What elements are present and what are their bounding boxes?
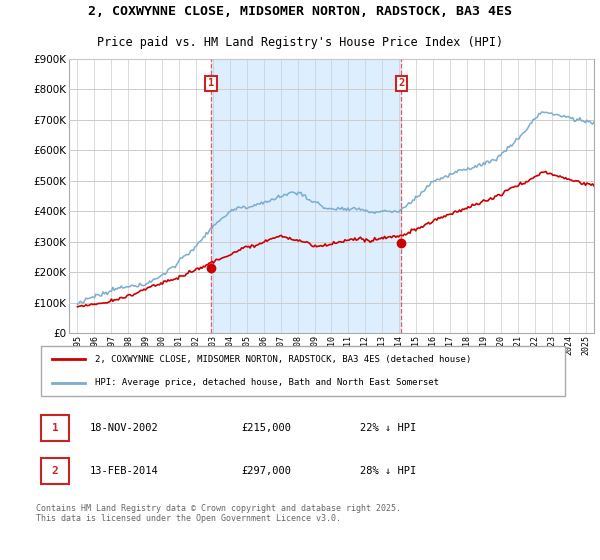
Text: 13-FEB-2014: 13-FEB-2014 [90, 466, 159, 476]
Text: 1: 1 [208, 78, 214, 88]
FancyBboxPatch shape [41, 414, 69, 441]
Text: 28% ↓ HPI: 28% ↓ HPI [360, 466, 416, 476]
Text: 2, COXWYNNE CLOSE, MIDSOMER NORTON, RADSTOCK, BA3 4ES: 2, COXWYNNE CLOSE, MIDSOMER NORTON, RADS… [88, 4, 512, 18]
Text: 2: 2 [52, 466, 58, 476]
Text: HPI: Average price, detached house, Bath and North East Somerset: HPI: Average price, detached house, Bath… [95, 378, 439, 387]
Text: 2, COXWYNNE CLOSE, MIDSOMER NORTON, RADSTOCK, BA3 4ES (detached house): 2, COXWYNNE CLOSE, MIDSOMER NORTON, RADS… [95, 355, 472, 364]
Text: 1: 1 [52, 423, 58, 433]
Text: 22% ↓ HPI: 22% ↓ HPI [360, 423, 416, 433]
Text: Contains HM Land Registry data © Crown copyright and database right 2025.
This d: Contains HM Land Registry data © Crown c… [36, 504, 401, 524]
FancyBboxPatch shape [41, 346, 565, 396]
Bar [211, 59, 401, 333]
Text: 2: 2 [398, 78, 404, 88]
Text: 18-NOV-2002: 18-NOV-2002 [90, 423, 159, 433]
Text: Price paid vs. HM Land Registry's House Price Index (HPI): Price paid vs. HM Land Registry's House … [97, 36, 503, 49]
Text: £297,000: £297,000 [241, 466, 291, 476]
FancyBboxPatch shape [41, 458, 69, 484]
Text: £215,000: £215,000 [241, 423, 291, 433]
